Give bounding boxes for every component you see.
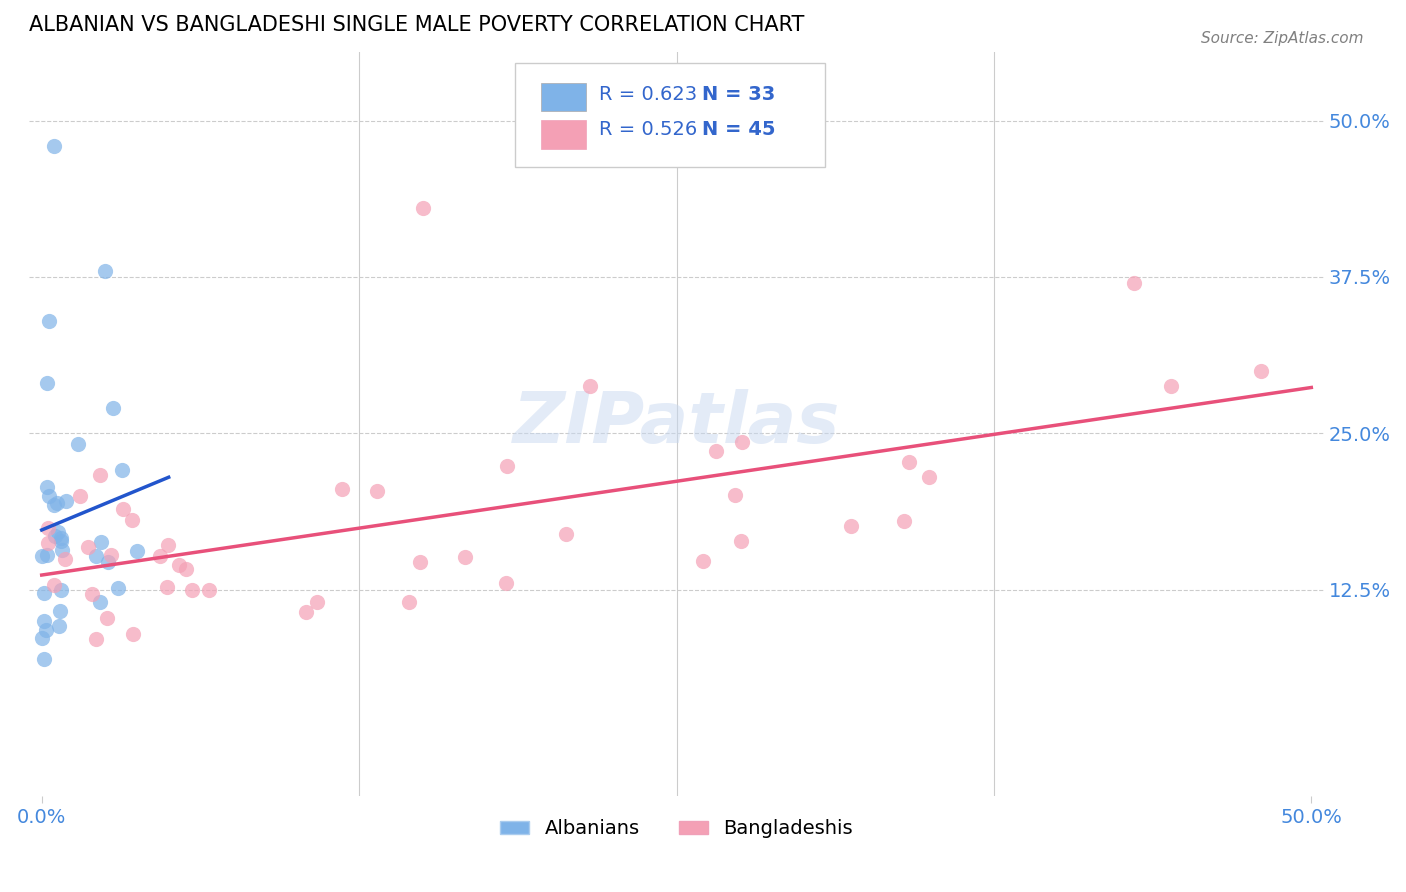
Bangladeshis	[156, 538, 179, 552]
Bangladeshis	[495, 458, 517, 473]
FancyBboxPatch shape	[540, 120, 586, 149]
Bangladeshis	[149, 549, 172, 564]
Bangladeshis	[495, 575, 517, 590]
Albanians	[84, 549, 107, 563]
Bangladeshis	[366, 483, 388, 498]
Albanians	[51, 543, 73, 558]
Bangladeshis	[96, 611, 118, 625]
Bangladeshis	[37, 536, 59, 550]
Albanians	[44, 138, 66, 153]
Albanians	[101, 401, 124, 416]
Bangladeshis	[198, 582, 221, 597]
Bangladeshis	[1250, 364, 1272, 378]
Bangladeshis	[80, 586, 103, 600]
Text: R = 0.623: R = 0.623	[599, 85, 697, 103]
Bangladeshis	[307, 595, 329, 609]
Bangladeshis	[121, 627, 143, 641]
Bangladeshis	[730, 534, 752, 549]
Text: ZIPatlas: ZIPatlas	[513, 390, 841, 458]
Albanians	[90, 535, 112, 549]
Albanians	[35, 623, 58, 637]
Albanians	[31, 631, 53, 645]
Bangladeshis	[398, 595, 420, 609]
Albanians	[32, 651, 55, 665]
Text: ALBANIAN VS BANGLADESHI SINGLE MALE POVERTY CORRELATION CHART: ALBANIAN VS BANGLADESHI SINGLE MALE POVE…	[30, 15, 804, 35]
Bangladeshis	[156, 580, 179, 594]
Text: Source: ZipAtlas.com: Source: ZipAtlas.com	[1201, 31, 1364, 46]
Bangladeshis	[69, 490, 91, 504]
Bangladeshis	[167, 558, 190, 572]
Bangladeshis	[332, 482, 354, 496]
Albanians	[110, 463, 132, 477]
Albanians	[44, 498, 66, 512]
Albanians	[44, 529, 66, 543]
Bangladeshis	[174, 562, 197, 576]
Albanians	[89, 595, 111, 609]
FancyBboxPatch shape	[540, 83, 586, 112]
Albanians	[51, 531, 73, 545]
Bangladeshis	[897, 455, 920, 469]
Albanians	[49, 583, 72, 598]
Text: N = 33: N = 33	[703, 85, 776, 103]
Bangladeshis	[724, 487, 747, 501]
Albanians	[38, 489, 60, 503]
Bangladeshis	[554, 527, 576, 541]
Bangladeshis	[893, 514, 915, 528]
Bangladeshis	[181, 583, 204, 598]
Bangladeshis	[412, 201, 434, 215]
Bangladeshis	[37, 521, 59, 535]
Albanians	[49, 604, 72, 618]
Bangladeshis	[1160, 378, 1182, 392]
Bangladeshis	[731, 434, 754, 449]
Albanians	[37, 548, 59, 562]
Albanians	[32, 586, 55, 600]
Albanians	[94, 264, 117, 278]
Bangladeshis	[295, 605, 318, 619]
Albanians	[107, 581, 129, 595]
Albanians	[35, 480, 58, 494]
Bangladeshis	[839, 518, 862, 533]
Bangladeshis	[704, 444, 727, 458]
Albanians	[49, 533, 72, 548]
Albanians	[31, 549, 53, 563]
Bangladeshis	[84, 632, 107, 647]
Bangladeshis	[409, 555, 432, 569]
Bangladeshis	[918, 470, 941, 484]
Bangladeshis	[579, 379, 602, 393]
Albanians	[97, 555, 120, 569]
Albanians	[46, 495, 69, 509]
Albanians	[32, 614, 55, 628]
Bangladeshis	[454, 549, 477, 564]
Albanians	[125, 543, 148, 558]
Albanians	[38, 314, 60, 328]
Bangladeshis	[77, 541, 100, 555]
Legend: Albanians, Bangladeshis: Albanians, Bangladeshis	[492, 812, 860, 846]
Albanians	[46, 525, 69, 540]
Albanians	[66, 437, 89, 451]
Bangladeshis	[53, 552, 76, 566]
Bangladeshis	[89, 467, 111, 482]
Bangladeshis	[42, 577, 65, 591]
Bangladeshis	[121, 513, 143, 527]
Text: R = 0.526: R = 0.526	[599, 120, 697, 139]
Bangladeshis	[1122, 277, 1144, 291]
Bangladeshis	[100, 548, 122, 562]
Albanians	[55, 494, 77, 508]
Albanians	[48, 619, 70, 633]
FancyBboxPatch shape	[515, 63, 825, 167]
Bangladeshis	[112, 502, 135, 516]
Text: N = 45: N = 45	[703, 120, 776, 139]
Albanians	[35, 376, 58, 391]
Bangladeshis	[692, 554, 714, 568]
